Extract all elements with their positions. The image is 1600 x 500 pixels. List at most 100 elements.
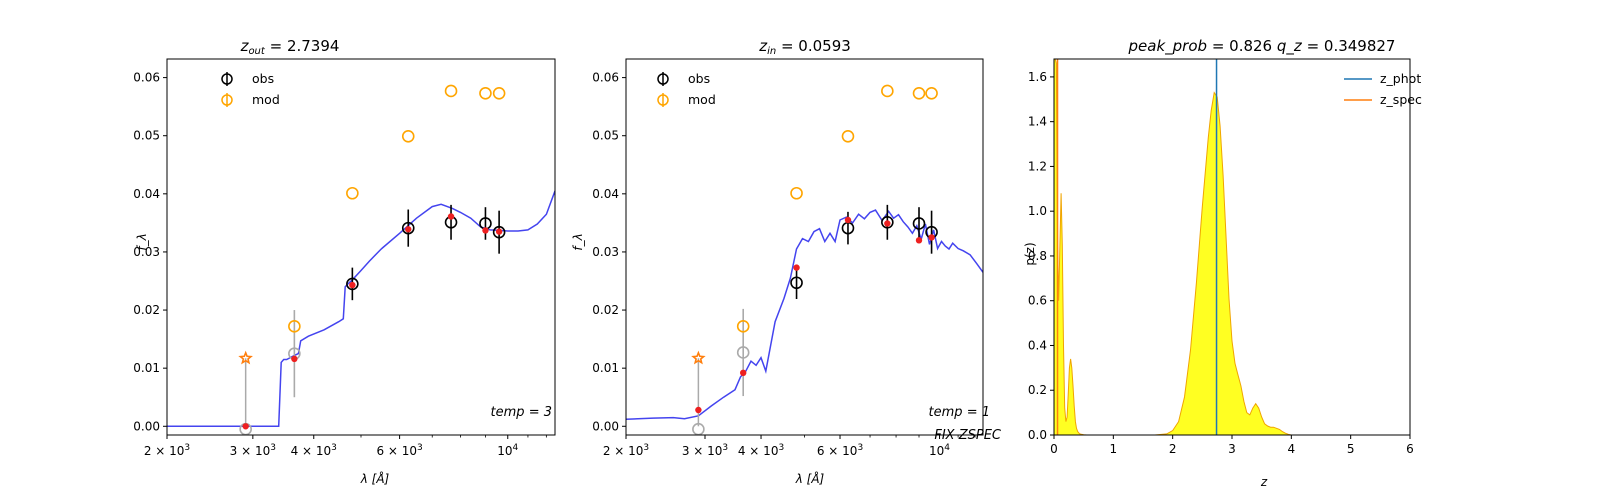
y-tick-label: 1.0 bbox=[1028, 204, 1047, 218]
mod-point bbox=[444, 84, 458, 98]
y-tick-label: 0.2 bbox=[1028, 383, 1047, 397]
x-tick-label: 2 bbox=[1169, 442, 1177, 456]
y-tick-label: 0.04 bbox=[133, 187, 160, 201]
template-flux-point bbox=[447, 213, 455, 220]
y-axis-label: p(z) bbox=[1023, 242, 1037, 265]
axes-frame bbox=[166, 58, 556, 436]
x-tick-label: 4 × 103 bbox=[738, 443, 784, 458]
y-tick-label: 0.00 bbox=[592, 419, 619, 433]
template-flux-point bbox=[349, 281, 356, 289]
mod-point bbox=[790, 186, 803, 200]
legend-obs-label: obs bbox=[252, 71, 274, 86]
template-flux-point bbox=[884, 220, 891, 227]
sed-panel-zout: zout = 2.7394 λ [Å] f_λ obs mod temp = 3… bbox=[133, 37, 556, 486]
legend-obs-marker bbox=[657, 72, 669, 86]
y-tick-label: 0.8 bbox=[1028, 249, 1047, 263]
mod-point bbox=[841, 129, 855, 143]
legend: obs mod bbox=[221, 71, 280, 107]
template-annotation: temp = 1 bbox=[929, 405, 990, 420]
mod-point bbox=[925, 86, 938, 100]
template-flux-point bbox=[739, 369, 747, 377]
x-axis-label: λ [Å] bbox=[360, 471, 390, 486]
y-tick-label: 0.01 bbox=[592, 361, 619, 375]
x-axis-label: z bbox=[1260, 475, 1268, 489]
x-tick-label: 6 × 103 bbox=[817, 443, 863, 458]
legend-mod-marker bbox=[221, 93, 233, 107]
y-tick-label: 1.2 bbox=[1028, 159, 1047, 173]
legend-obs-marker bbox=[221, 72, 233, 86]
plot-area bbox=[626, 84, 983, 435]
y-axis-label: f_λ bbox=[571, 233, 585, 250]
template-flux-point bbox=[793, 264, 800, 271]
template-flux-point bbox=[291, 355, 298, 363]
legend: obs mod bbox=[657, 71, 716, 107]
x-axis-label: λ [Å] bbox=[795, 471, 825, 486]
axes-frame bbox=[625, 58, 984, 436]
y-tick-label: 0.05 bbox=[592, 129, 619, 143]
y-tick-label: 0.06 bbox=[133, 71, 160, 85]
obs-point bbox=[790, 276, 803, 290]
y-tick-label: 1.4 bbox=[1028, 115, 1047, 129]
template-annotation: temp = 3 bbox=[491, 405, 552, 420]
x-tick-label: 6 bbox=[1406, 442, 1414, 456]
y-tick-label: 0.04 bbox=[592, 187, 619, 201]
legend-obs-label: obs bbox=[688, 71, 710, 86]
template-flux-point bbox=[405, 226, 412, 233]
y-tick-label: 0.03 bbox=[592, 245, 619, 259]
legend-mod-label: mod bbox=[252, 92, 280, 107]
legend-mod-label: mod bbox=[688, 92, 716, 107]
y-tick-label: 0.0 bbox=[1028, 428, 1047, 442]
x-tick-label: 4 × 103 bbox=[291, 443, 337, 458]
sed-panel-zin: zin = 0.0593 λ [Å] f_λ obs mod temp = 1 … bbox=[571, 37, 1002, 486]
panel-title: zout = 2.7394 bbox=[240, 37, 340, 57]
upper-limit-star bbox=[691, 350, 706, 365]
upper-limit-star bbox=[238, 350, 253, 365]
template-flux-point bbox=[482, 227, 489, 234]
plot-area bbox=[167, 84, 555, 435]
legend: z_phot z_spec bbox=[1344, 71, 1422, 107]
mod-point bbox=[479, 86, 492, 100]
mod-point bbox=[492, 86, 506, 100]
x-tick-label: 104 bbox=[929, 443, 950, 458]
x-tick-label: 2 × 103 bbox=[603, 443, 649, 458]
y-axis-label: f_λ bbox=[135, 233, 149, 250]
panel-title: peak_prob = 0.826 q_z = 0.349827 bbox=[1128, 37, 1396, 56]
obs-point bbox=[912, 217, 926, 230]
x-tick-label: 1 bbox=[1110, 442, 1118, 456]
legend-z-phot-label: z_phot bbox=[1380, 71, 1421, 86]
x-tick-label: 4 bbox=[1288, 442, 1296, 456]
obs-point bbox=[346, 277, 359, 291]
y-tick-label: 0.00 bbox=[133, 419, 160, 433]
y-tick-label: 0.03 bbox=[133, 245, 160, 259]
mod-point bbox=[912, 86, 926, 100]
template-spectrum-line bbox=[626, 209, 983, 421]
obs-point bbox=[401, 221, 415, 235]
plot-area bbox=[1054, 59, 1351, 435]
obs-point bbox=[492, 225, 506, 239]
panel-title: zin = 0.0593 bbox=[758, 37, 851, 57]
y-tick-label: 0.02 bbox=[133, 303, 160, 317]
template-flux-point bbox=[928, 234, 935, 241]
x-tick-label: 3 bbox=[1228, 442, 1236, 456]
template-flux-point bbox=[915, 237, 923, 244]
template-flux-point bbox=[695, 406, 702, 414]
y-tick-label: 0.02 bbox=[592, 303, 619, 317]
template-spectrum-line bbox=[167, 190, 555, 428]
mod-point bbox=[881, 84, 894, 98]
y-tick-label: 0.06 bbox=[592, 71, 619, 85]
y-tick-label: 0.4 bbox=[1028, 338, 1047, 352]
template-flux-point bbox=[844, 216, 852, 224]
x-tick-label: 6 × 103 bbox=[376, 443, 422, 458]
pz-curve bbox=[1054, 59, 1351, 435]
legend-z-spec-label: z_spec bbox=[1380, 92, 1422, 107]
x-tick-label: 5 bbox=[1347, 442, 1355, 456]
pz-fill-area bbox=[1054, 59, 1351, 435]
mod-point bbox=[401, 129, 415, 143]
template-flux-point bbox=[242, 423, 249, 430]
y-tick-label: 0.01 bbox=[133, 361, 160, 375]
obs-point bbox=[881, 216, 894, 229]
y-tick-label: 1.6 bbox=[1028, 70, 1047, 84]
template-flux-point bbox=[495, 228, 503, 235]
mod-point bbox=[288, 320, 301, 333]
